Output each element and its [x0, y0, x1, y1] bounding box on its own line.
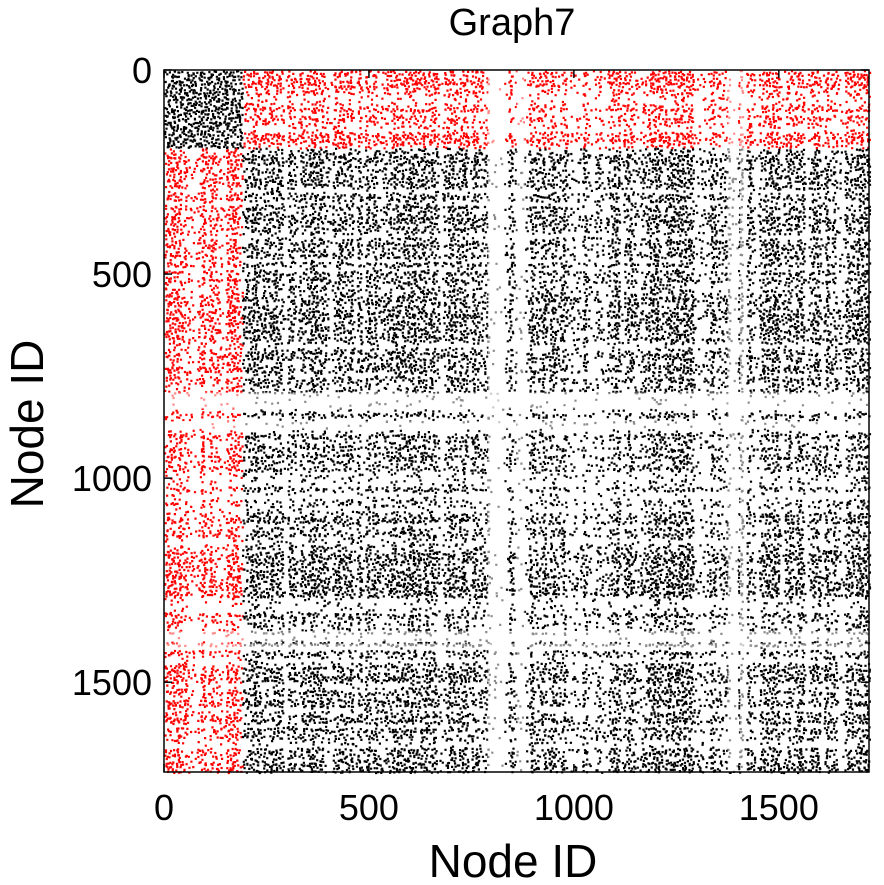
plot-area: [163, 69, 872, 775]
x-tick-label: 0: [154, 787, 174, 828]
matrix-points-core-to-rest: [242, 70, 872, 150]
matrix-points-rest-to-core: [164, 148, 244, 775]
x-axis-label: Node ID: [429, 835, 598, 885]
y-axis-ticks: 0 500 1000 1500: [72, 50, 869, 703]
matrix-block-core-to-rest: [242, 70, 872, 150]
chart-title: Graph7: [449, 2, 576, 44]
x-tick-label: 500: [339, 787, 399, 828]
y-tick-label: 500: [92, 254, 152, 295]
matrix-points-rest: [241, 147, 872, 775]
sparse-band-col-3: [739, 70, 744, 772]
sparse-band-row-1: [164, 421, 869, 430]
y-tick-label: 1000: [72, 458, 152, 499]
sparse-node-bands: [164, 70, 869, 772]
x-axis-ticks: 0 500 1000 1500: [154, 70, 819, 828]
matrix-block-community-core: [164, 70, 244, 150]
matrix-block-rest: [241, 147, 872, 775]
x-tick-label: 1500: [739, 787, 819, 828]
y-tick-label: 0: [132, 50, 152, 91]
matrix-points-community-core: [164, 70, 244, 150]
adjacency-matrix: [164, 70, 872, 775]
sparse-band-row-3: [164, 643, 869, 648]
y-axis-label: Node ID: [1, 340, 53, 509]
sparse-band-col-2: [727, 70, 738, 772]
matrix-block-rest-to-core: [164, 148, 244, 775]
plot-frame: [163, 69, 870, 773]
sparse-band-row-2: [164, 631, 869, 642]
y-tick-label: 1500: [72, 662, 152, 703]
x-tick-label: 1000: [534, 787, 614, 828]
